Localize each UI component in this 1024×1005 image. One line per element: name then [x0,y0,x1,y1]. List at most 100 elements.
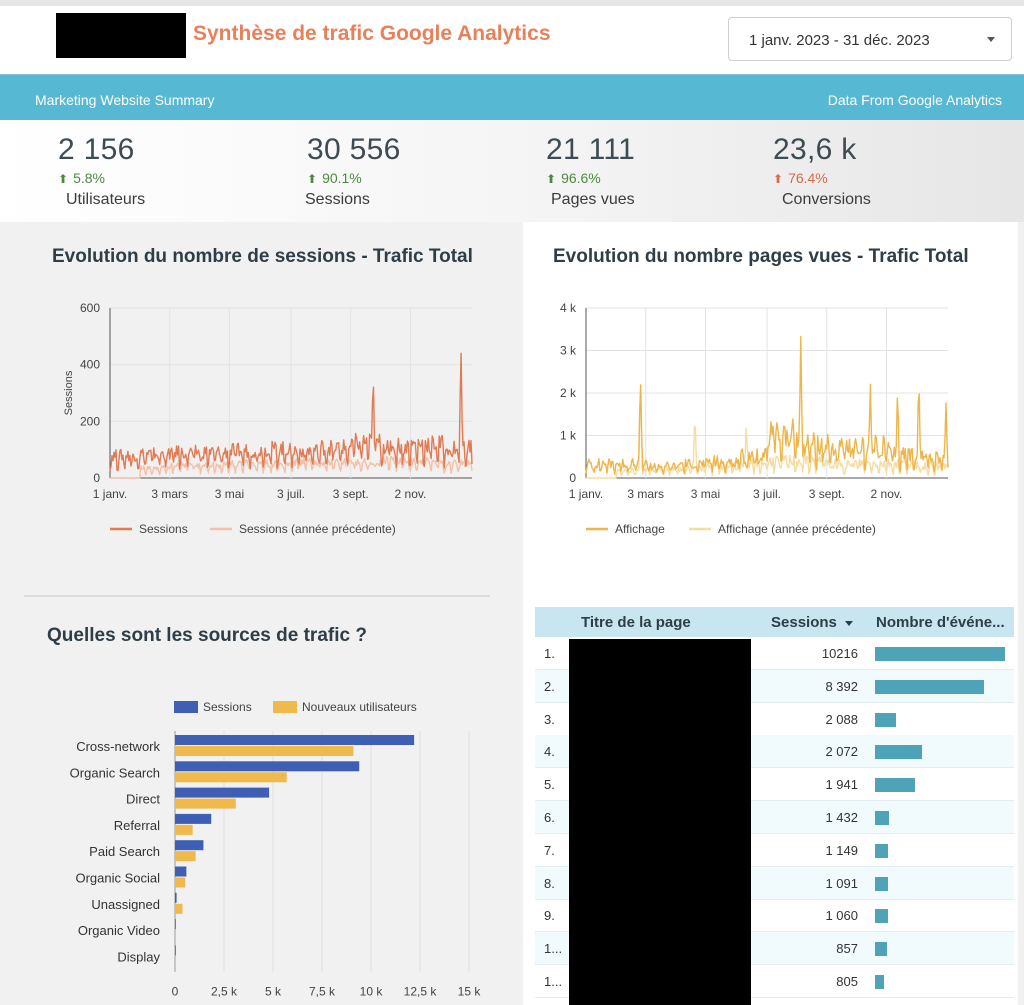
x-tick-label: 3 mai [691,487,720,501]
x-tick-label: 3 juil. [277,487,305,501]
legend-label: Affichage (année précédente) [718,522,876,536]
events-bar [875,679,985,694]
bar-sessions [175,787,270,798]
column-header-page-title[interactable]: Titre de la page [581,614,691,631]
sessions-value: 857 [836,941,858,957]
sessions-value: 1 432 [825,810,858,825]
x-tick-label: 2 nov. [871,487,903,501]
y-tick-label: 200 [80,414,100,428]
kpi-pageviews-delta-text: 96.6% [561,170,601,186]
table-row[interactable]: 5. 1 941 [535,768,1014,802]
y-tick-label: 4 k [560,301,577,315]
bar-sessions [175,813,212,824]
events-bar [875,909,888,924]
arrow-up-icon: ⬆ [307,172,318,186]
kpi-sessions-value: 30 556 [307,133,401,166]
arrow-up-icon: ⬆ [546,172,557,186]
sessions-value: 1 149 [825,842,858,858]
kpi-sessions-delta-text: 90.1% [322,170,362,186]
x-tick-label: 2,5 k [211,985,238,999]
bar-sessions [175,761,360,772]
events-bar [875,745,922,760]
legend-label: Sessions [203,700,252,714]
bar-sessions [175,866,187,877]
category-label: Direct [126,792,160,807]
kpi-sessions-delta: ⬆ 90.1% [307,170,362,186]
x-tick-label: 3 mai [215,487,244,501]
sessions-value: 1 091 [825,875,858,891]
x-tick-label: 1 janv. [569,487,603,501]
events-bar [875,811,890,825]
series-line [585,335,949,476]
y-axis-label: Sessions [63,370,75,415]
summary-band: Marketing Website Summary Data From Goog… [0,74,1024,121]
x-tick-label: 15 k [458,985,482,999]
series-line [110,455,473,479]
y-tick-label: 2 k [560,386,577,400]
date-range-picker[interactable]: 1 janv. 2023 - 31 déc. 2023 [728,17,1012,61]
x-tick-label: 0 [172,985,179,999]
y-tick-label: 3 k [560,344,577,358]
events-bar [875,647,1005,661]
kpi-pageviews-label: Pages vues [551,191,635,208]
legend-label: Sessions (année précédente) [239,522,396,536]
table-header: Titre de la page Sessions Nombre d'événe… [535,607,1014,637]
table-row[interactable]: 9. 1 060 [535,899,1014,933]
sessions-value: 805 [836,974,858,989]
x-tick-label: 3 mars [627,487,664,501]
bar-new-users [175,877,186,888]
table-row[interactable]: 3. 2 088 [535,703,1014,736]
pageviews-chart-title: Evolution du nombre pages vues - Trafic … [553,246,969,267]
series-line [109,352,473,472]
bar-sessions [175,892,177,903]
events-bar [875,843,888,858]
column-header-events[interactable]: Nombre d'événe... [876,614,1005,631]
bar-new-users [175,746,354,756]
sessions-chart-title: Evolution du nombre de sessions - Trafic… [52,246,473,267]
pageviews-line-chart: 0 1 k 2 k 3 k 4 k 1 janv. 3 mars 3 mai 3 juil. 3 … [560,301,949,536]
sessions-value: 1 060 [825,908,858,924]
sources-bar-chart: Sessions Nouveaux utilisateurs 0 2,5 k 5 k 7,… [70,700,482,999]
bar-new-users [175,824,193,835]
kpi-conversions-delta-text: 76.4% [788,170,828,186]
x-tick-label: 3 mars [151,487,188,501]
bar-new-users [175,851,196,862]
table-row[interactable]: 1. 10216 [535,637,1014,670]
table-row[interactable]: 1... 805 [535,965,1014,998]
bar-new-users [175,798,236,809]
kpi-sessions-label: Sessions [305,191,370,208]
row-index: 7. [544,842,555,858]
band-left-text: Marketing Website Summary [35,92,215,108]
right-edge [1018,222,1024,1005]
row-index: 1... [544,974,563,989]
bar-new-users [175,930,176,941]
kpi-conversions-delta: ⬆ 76.4% [773,170,828,186]
x-tick-label: 3 sept. [809,487,845,501]
table-row[interactable]: 7. 1 149 [535,834,1014,867]
legend-label: Nouveaux utilisateurs [302,700,417,714]
row-index: 3. [544,711,555,727]
sources-chart-title: Quelles sont les sources de trafic ? [47,625,367,646]
chevron-down-icon[interactable] [987,37,995,42]
row-index: 9. [544,908,555,924]
y-tick-label: 600 [80,301,100,315]
category-label: Organic Video [78,923,160,938]
bar-new-users [175,903,183,914]
report-title: Synthèse de trafic Google Analytics [193,22,551,45]
legend-label: Sessions [139,522,188,536]
kpi-users-delta: ⬆ 5.8% [58,170,105,186]
legend-swatch [273,701,297,713]
y-tick-label: 1 k [560,429,577,443]
legend-swatch [174,701,198,713]
row-index: 1... [544,941,563,957]
column-header-sessions-label: Sessions [771,614,837,631]
arrow-up-icon: ⬆ [58,172,69,186]
x-tick-label: 10 k [360,985,384,999]
row-index: 6. [544,810,555,825]
left-panel [0,222,523,1005]
redacted-page-titles [569,639,751,1005]
kpi-row: 2 156 ⬆ 5.8% Utilisateurs 30 556 ⬆ 90.1% S… [0,120,1024,222]
y-tick-label: 0 [569,471,576,485]
category-label: Display [117,949,160,964]
column-header-sessions[interactable]: Sessions [771,614,853,631]
